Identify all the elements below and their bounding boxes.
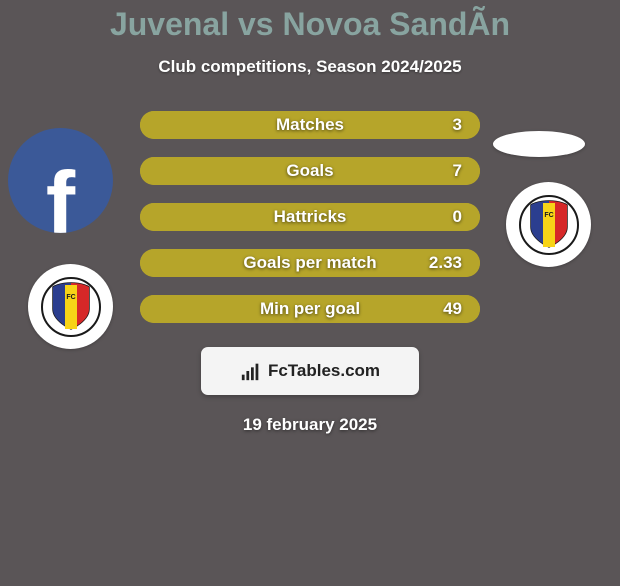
stat-row: Min per goal49	[140, 295, 480, 323]
stat-value: 7	[453, 161, 462, 181]
right-ellipse	[493, 131, 585, 157]
stat-value: 3	[453, 115, 462, 135]
stat-value: 0	[453, 207, 462, 227]
brand-box: FcTables.com	[201, 347, 419, 395]
page-subtitle: Club competitions, Season 2024/2025	[0, 57, 620, 77]
facebook-icon: f	[8, 128, 113, 233]
club-crest-icon: FC	[506, 182, 591, 267]
brand-text: FcTables.com	[268, 361, 380, 381]
bar-chart-icon	[240, 360, 262, 382]
footer-date: 19 february 2025	[0, 415, 620, 435]
stat-fill	[140, 111, 480, 139]
crest-svg: FC	[41, 277, 101, 337]
left-club-crest: FC	[28, 264, 113, 349]
page-title: Juvenal vs Novoa SandÃ­n	[0, 6, 620, 43]
crest-svg: FC	[519, 195, 579, 255]
stat-row: Matches3	[140, 111, 480, 139]
stat-row: Goals7	[140, 157, 480, 185]
stat-value: 2.33	[429, 253, 462, 273]
stat-row: Goals per match2.33	[140, 249, 480, 277]
facebook-letter: f	[46, 159, 75, 233]
svg-text:FC: FC	[66, 294, 75, 301]
svg-text:FC: FC	[544, 212, 553, 219]
club-crest-icon: FC	[28, 264, 113, 349]
stat-fill	[140, 157, 480, 185]
stat-row: Hattricks0	[140, 203, 480, 231]
stat-fill	[140, 295, 480, 323]
stat-value: 49	[443, 299, 462, 319]
stats-container: Matches3 Goals7 Hattricks0 Goals per match2…	[140, 111, 480, 323]
stat-fill	[140, 203, 480, 231]
right-club-crest: FC	[506, 182, 591, 267]
facebook-badge: f	[8, 128, 113, 233]
